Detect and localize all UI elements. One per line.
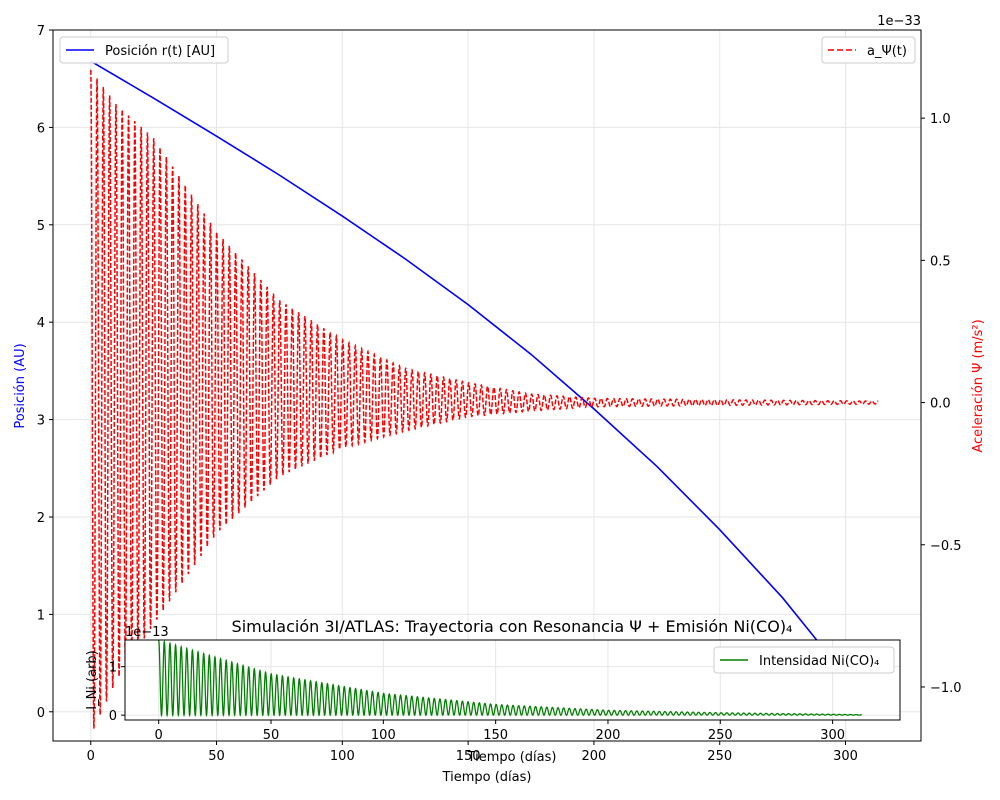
inset-y-ticks: 01 [109, 661, 125, 724]
legend-right-box [821, 36, 916, 64]
inset-x-axis-label: Tiempo (días) [467, 750, 557, 765]
inset-offset-label: 1e−13 [125, 625, 169, 640]
inset-legend: Intensidad Ni(CO)₄ [713, 646, 895, 674]
main-y-axis-label-right: Aceleración Ψ (m/s²) [971, 319, 986, 452]
main-y-tick-label-right: 0.5 [930, 254, 951, 269]
main-y-tick-label-right: 1.0 [930, 112, 951, 127]
inset-y-tick-label: 1 [109, 661, 117, 676]
inset-x-tick-label: 200 [596, 728, 621, 743]
inset-axes: 0 50 100 150 200 250 300 01 Simulación 3I/ATLA… [85, 617, 901, 765]
inset-x-ticks: 0 50 100 150 200 250 300 [155, 720, 845, 743]
inset-title: Simulación 3I/ATLAS: Trayectoria con Res… [232, 617, 793, 636]
main-y-tick-label-left: 5 [37, 219, 45, 234]
main-y-tick-label-left: 4 [37, 316, 45, 331]
main-x-axis-label: Tiempo (días) [442, 770, 532, 785]
position-line [90, 60, 872, 713]
series-position [90, 60, 872, 713]
inset-legend-label: Intensidad Ni(CO)₄ [759, 654, 879, 669]
legend-right: a_Ψ(t) [821, 36, 916, 64]
nickel-intensity-line [158, 639, 862, 718]
main-x-ticks: 0 50 100 150 200 250 300 [87, 741, 858, 764]
acceleration-line [89, 69, 879, 729]
main-x-tick-label: 250 [707, 749, 732, 764]
inset-y-tick-label: 0 [109, 709, 117, 724]
series-nickel-intensity [158, 639, 862, 718]
inset-y-axis-label: I_Ni (arb) [85, 650, 100, 710]
main-y-tick-label-left: 7 [37, 24, 45, 39]
main-x-tick-label: 200 [582, 749, 607, 764]
main-y-axis-label-left: Posición (AU) [13, 343, 28, 428]
inset-x-tick-label: 300 [820, 728, 845, 743]
main-y-ticks-left: 0 1 2 3 4 5 6 7 [37, 24, 53, 721]
main-y-tick-label-left: 0 [37, 706, 45, 721]
inset-x-tick-label: 50 [263, 728, 280, 743]
main-y-tick-label-left: 1 [37, 608, 45, 623]
main-y-tick-label-right: −1.0 [930, 681, 962, 696]
main-x-tick-label: 150 [456, 749, 481, 764]
right-axis-offset-label: 1e−33 [877, 14, 921, 29]
inset-legend-box [713, 646, 895, 674]
legend-left: Posición r(t) [AU] [59, 36, 229, 64]
main-y-tick-label-left: 2 [37, 511, 45, 526]
legend-left-box [59, 36, 229, 64]
main-x-tick-label: 300 [833, 749, 858, 764]
legend-right-label: a_Ψ(t) [867, 44, 907, 59]
main-x-tick-label: 50 [208, 749, 225, 764]
legend-left-label: Posición r(t) [AU] [105, 44, 215, 59]
inset-x-tick-label: 250 [708, 728, 733, 743]
main-y-ticks-right: −1.0 −0.5 0.0 0.5 1.0 [921, 112, 962, 696]
inset-axes-frame [124, 639, 901, 721]
inset-x-tick-label: 100 [371, 728, 396, 743]
main-axes-frame [52, 29, 922, 742]
main-y-tick-label-right: −0.5 [930, 539, 962, 554]
main-x-tick-label: 100 [330, 749, 355, 764]
main-y-tick-label-left: 6 [37, 121, 45, 136]
main-x-tick-label: 0 [87, 749, 95, 764]
main-y-tick-label-left: 3 [37, 414, 45, 429]
inset-x-tick-label: 0 [155, 728, 163, 743]
series-acceleration [89, 69, 879, 729]
inset-x-tick-label: 150 [483, 728, 508, 743]
main-y-tick-label-right: 0.0 [930, 397, 951, 412]
